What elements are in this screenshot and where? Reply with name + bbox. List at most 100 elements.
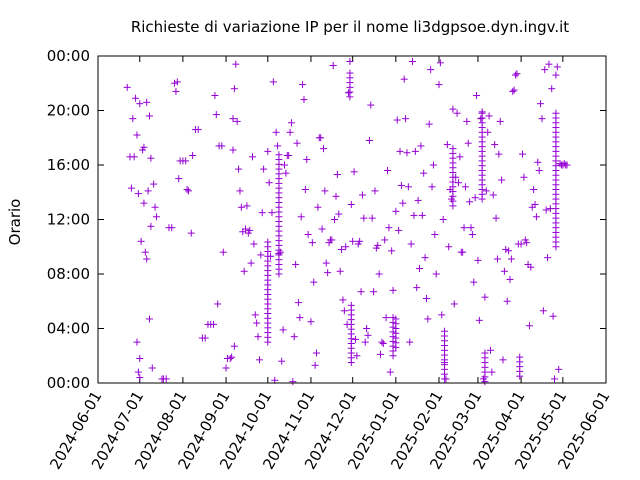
data-point (230, 342, 238, 350)
data-point (471, 194, 479, 202)
data-point (414, 196, 422, 204)
data-point (274, 142, 282, 150)
data-point (404, 183, 412, 191)
data-point (496, 117, 504, 125)
data-point (187, 229, 195, 237)
data-point (421, 254, 429, 262)
data-point (534, 158, 542, 166)
data-point (363, 325, 371, 332)
data-point (226, 354, 234, 362)
data-point (130, 153, 138, 161)
data-point (482, 187, 490, 195)
data-point (183, 186, 191, 194)
data-point (265, 179, 273, 187)
data-point (456, 153, 464, 161)
data-point (229, 115, 237, 123)
data-point (248, 153, 256, 161)
data-point (147, 154, 155, 162)
data-point (313, 349, 321, 357)
data-point (300, 96, 308, 104)
data-point (335, 210, 343, 218)
data-point (321, 187, 329, 195)
data-point (395, 226, 403, 234)
data-point (364, 331, 372, 339)
data-point (123, 83, 131, 91)
data-point (416, 265, 424, 273)
y-tick-label: 16:00 (47, 156, 90, 174)
data-point (420, 169, 428, 177)
data-point (463, 117, 471, 125)
data-point (407, 240, 415, 248)
data-point (530, 186, 538, 194)
data-point (382, 314, 390, 322)
data-point (425, 120, 433, 128)
data-point (427, 66, 435, 74)
data-point (454, 179, 462, 187)
data-point (499, 356, 507, 364)
data-point (246, 226, 254, 234)
data-point (449, 145, 457, 153)
data-point (439, 216, 447, 223)
data-point (332, 192, 340, 200)
data-point (232, 60, 240, 68)
data-point (495, 150, 503, 158)
data-point (535, 166, 543, 174)
data-point (392, 207, 400, 215)
data-point (230, 85, 238, 93)
data-point (240, 267, 248, 275)
data-point (383, 166, 391, 174)
data-point (137, 237, 145, 245)
data-point (129, 115, 137, 123)
data-point (293, 139, 301, 147)
data-point (317, 134, 325, 142)
data-point (510, 86, 518, 94)
data-point (397, 181, 405, 189)
data-point (563, 161, 571, 169)
data-point (347, 301, 355, 309)
data-point (141, 248, 149, 256)
data-point (485, 112, 493, 120)
data-point (531, 201, 539, 209)
data-point (478, 109, 486, 117)
data-point (517, 240, 525, 248)
data-point (296, 314, 304, 322)
data-point (136, 354, 144, 362)
data-point (292, 260, 300, 268)
data-point (228, 353, 236, 361)
data-point (222, 364, 230, 372)
data-point (253, 319, 261, 327)
data-point (378, 338, 386, 346)
data-point (331, 216, 339, 223)
data-point (210, 320, 218, 328)
data-point (525, 322, 533, 330)
data-point (303, 156, 311, 164)
data-point (513, 70, 521, 78)
data-point (429, 161, 437, 169)
data-point (144, 187, 152, 195)
data-point (233, 117, 241, 125)
data-point (247, 259, 255, 267)
data-point (339, 296, 347, 304)
data-point (145, 112, 153, 120)
data-point (507, 255, 515, 263)
data-point (468, 230, 476, 238)
data-point (264, 147, 272, 155)
data-point (488, 368, 496, 376)
data-point (381, 236, 389, 244)
data-point (492, 214, 500, 222)
data-point (314, 203, 322, 211)
data-point (150, 180, 158, 188)
plot-frame (97, 55, 607, 384)
data-point (532, 213, 540, 221)
data-point (505, 247, 513, 255)
data-point (201, 334, 209, 342)
data-point (541, 66, 549, 74)
data-point (127, 184, 135, 192)
data-point (374, 241, 382, 249)
data-point (235, 165, 243, 173)
y-tick-label: 00:00 (47, 47, 90, 65)
data-point (422, 295, 430, 303)
data-point (486, 346, 494, 354)
data-point (280, 161, 288, 169)
